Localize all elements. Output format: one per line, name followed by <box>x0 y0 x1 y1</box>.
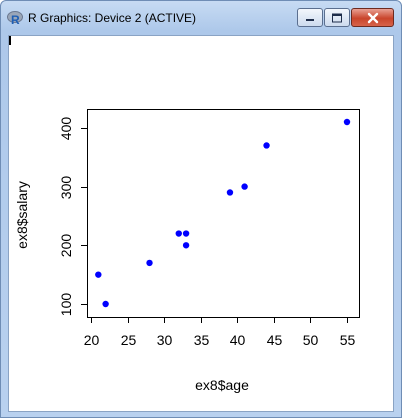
plot-frame <box>87 109 360 318</box>
window-title: R Graphics: Device 2 (ACTIVE) <box>28 11 197 25</box>
data-point <box>182 242 190 249</box>
x-tick-label: 30 <box>157 332 173 348</box>
data-point <box>226 189 234 196</box>
x-tick-label: 40 <box>230 332 246 348</box>
x-axis: 20 25 30 35 40 45 50 55 <box>84 317 356 348</box>
data-point <box>102 300 109 308</box>
x-tick-label: 20 <box>84 332 100 348</box>
x-tick-label: 25 <box>121 332 137 348</box>
x-tick-label: 45 <box>267 332 283 348</box>
maximize-icon <box>332 13 342 22</box>
r-logo-icon: R <box>7 11 23 26</box>
y-axis: 100 200 300 400 <box>58 117 88 317</box>
y-tick-label: 100 <box>58 293 74 317</box>
x-tick-label: 35 <box>194 332 210 348</box>
x-axis-label: ex8$age <box>195 377 249 393</box>
minimize-icon <box>306 18 314 21</box>
y-axis-label: ex8$salary <box>14 181 30 249</box>
scatter-plot: 20 25 30 35 40 45 50 55 100 200 300 400 ex8$age ex… <box>14 109 360 393</box>
y-tick-label: 300 <box>58 176 74 200</box>
x-tick-label: 55 <box>340 332 356 348</box>
data-point <box>241 183 248 190</box>
data-point <box>263 142 270 149</box>
minimize-button[interactable] <box>297 8 323 27</box>
data-point <box>175 230 182 237</box>
close-icon <box>367 12 378 23</box>
maximize-button[interactable] <box>324 8 350 27</box>
title-bar[interactable]: R R Graphics: Device 2 (ACTIVE) <box>1 1 401 35</box>
data-point <box>95 271 102 278</box>
svg-text:R: R <box>11 13 20 26</box>
data-points <box>95 118 351 308</box>
text-cursor <box>9 36 11 45</box>
data-point <box>146 259 153 267</box>
y-tick-label: 200 <box>58 234 74 258</box>
close-button[interactable] <box>351 8 394 27</box>
data-point <box>182 230 190 237</box>
plot-canvas: 20 25 30 35 40 45 50 55 100 200 300 400 ex8$age ex… <box>8 35 394 412</box>
y-tick-label: 400 <box>58 117 74 141</box>
data-point <box>343 118 351 126</box>
x-tick-label: 50 <box>303 332 319 348</box>
